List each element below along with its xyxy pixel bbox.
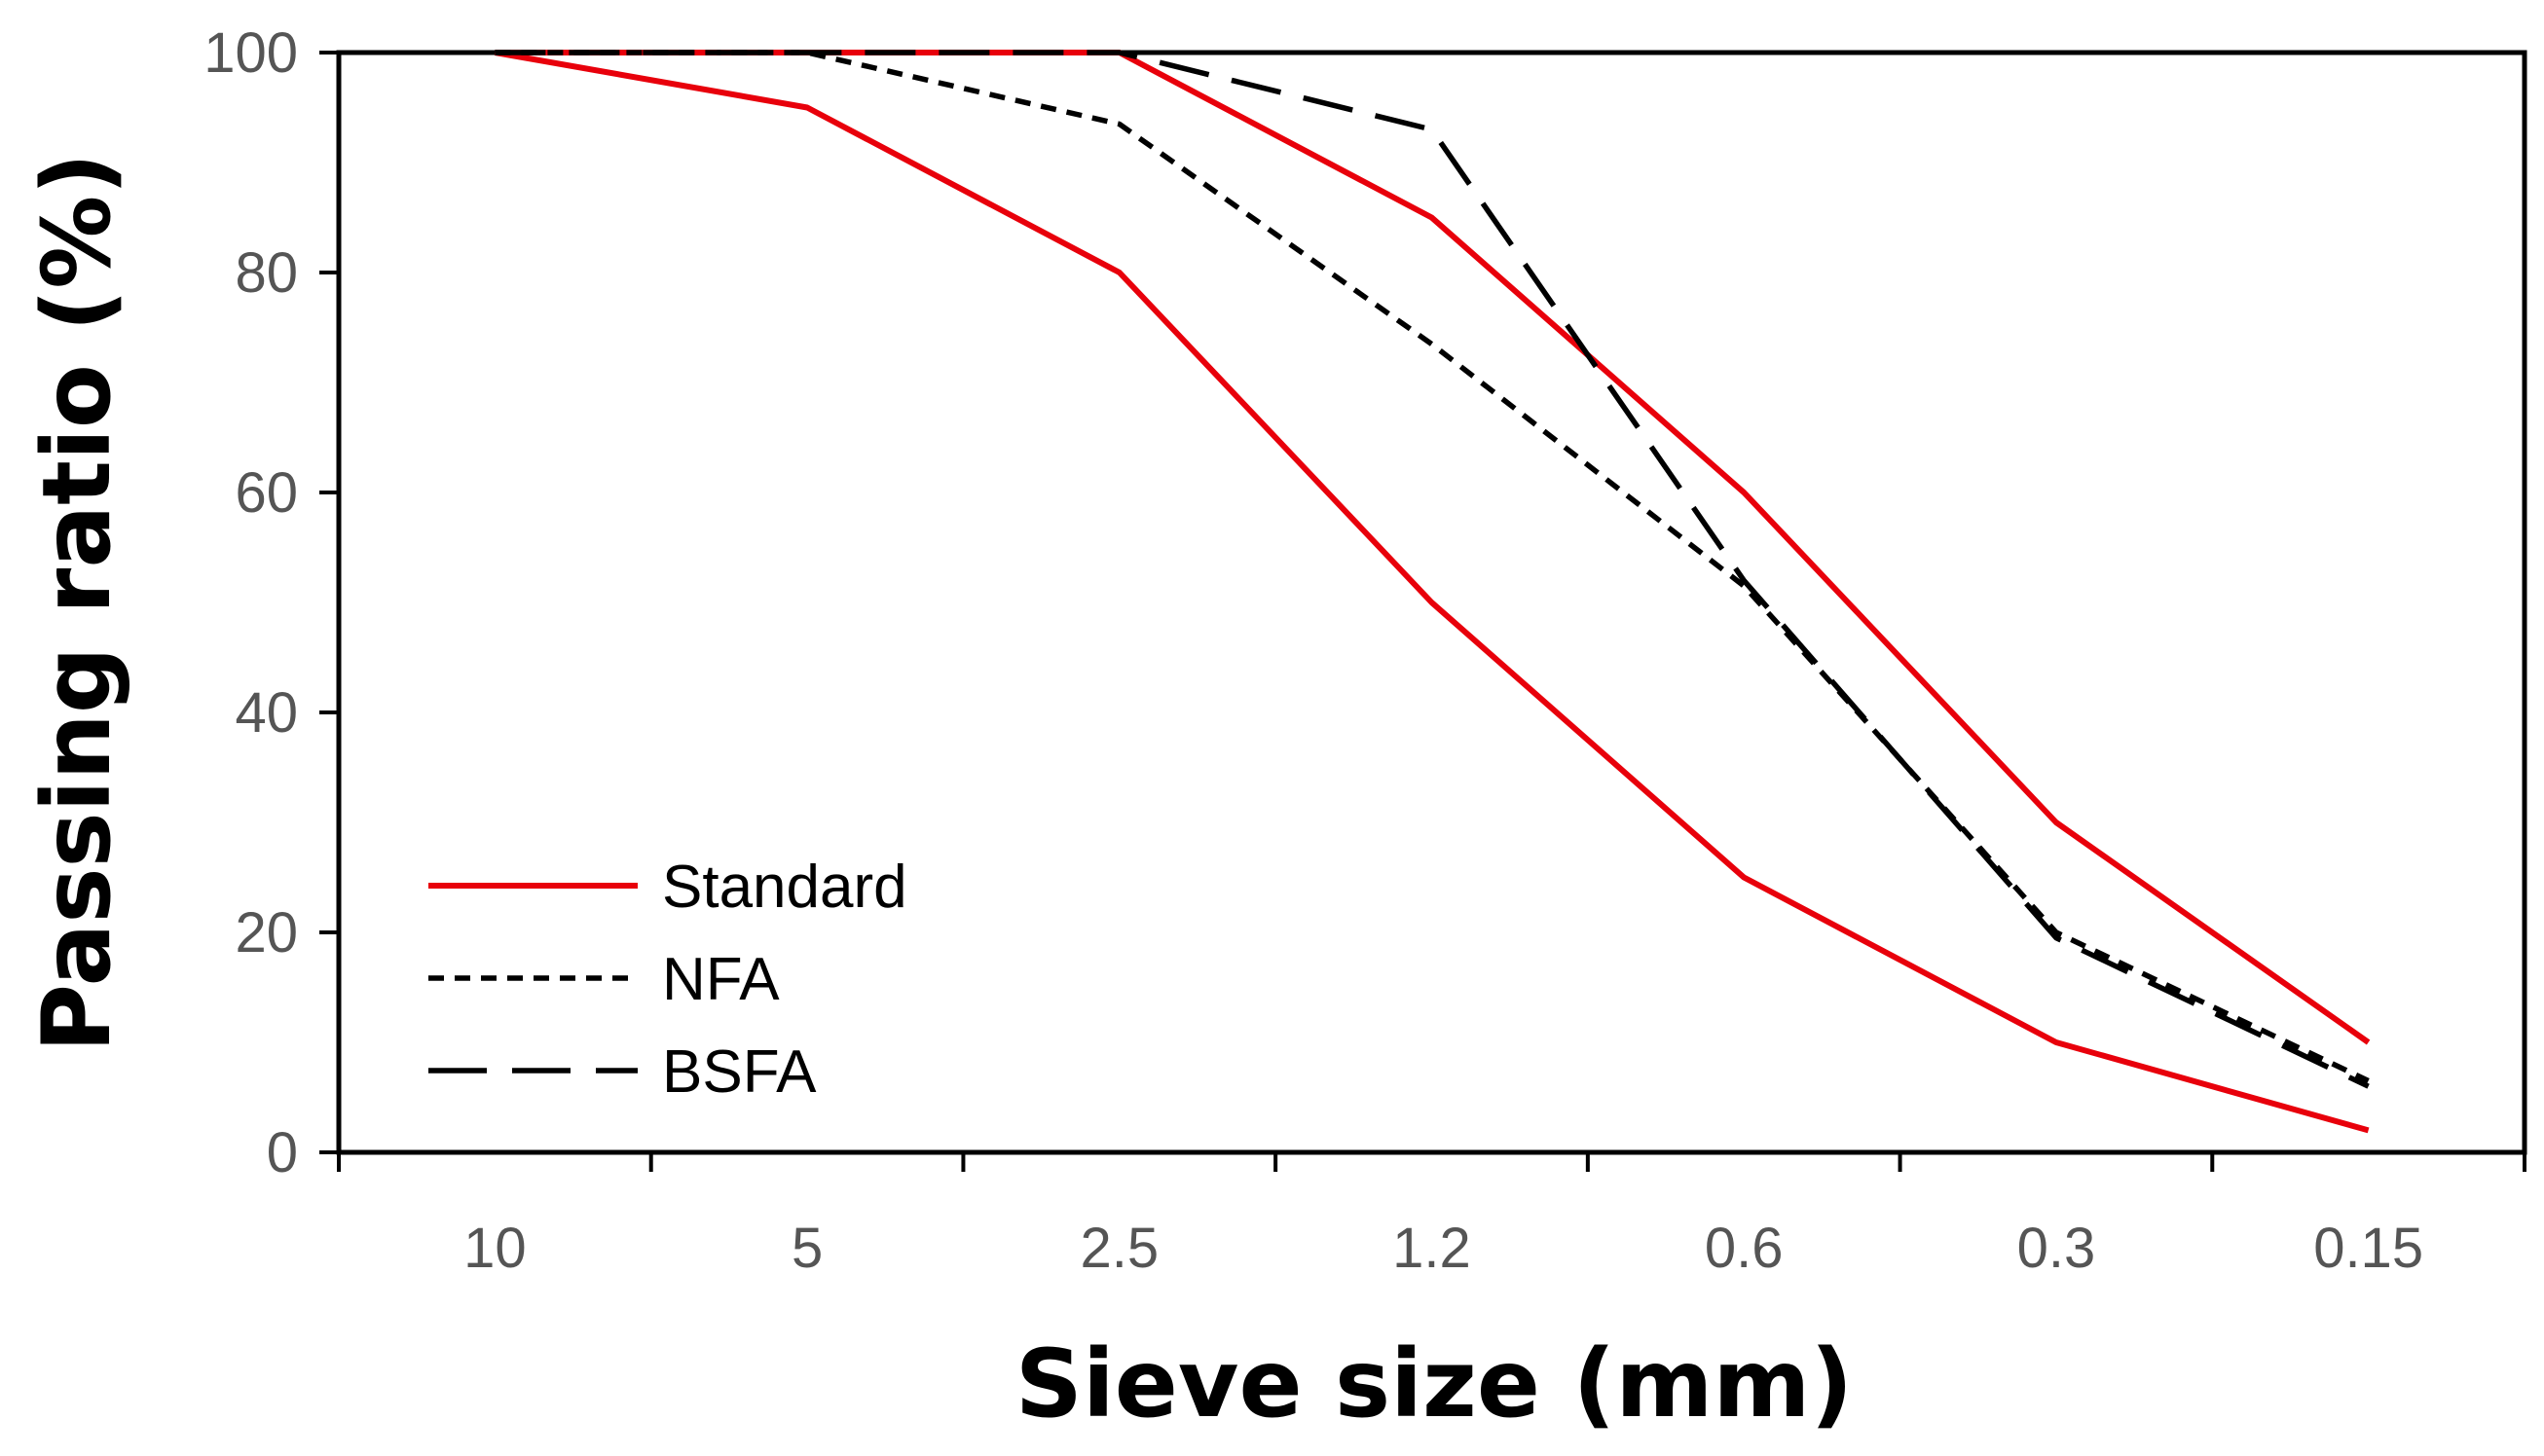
y-tick-label-0: 0	[267, 1121, 298, 1184]
x-tick-label-10: 10	[463, 1217, 527, 1280]
x-tick-label-0.6: 0.6	[1705, 1217, 1784, 1280]
y-tick-label-80: 80	[235, 241, 298, 305]
y-tick-label-40: 40	[235, 681, 298, 745]
series-layer	[494, 50, 2371, 1134]
y-tick-label-100: 100	[203, 21, 298, 85]
y-tick-label-60: 60	[235, 461, 298, 525]
legend-label-standard: Standard	[662, 854, 907, 921]
y-tick-label-20: 20	[235, 901, 298, 965]
x-tick-label-0.3: 0.3	[2017, 1217, 2096, 1280]
x-tick-label-5: 5	[792, 1217, 823, 1280]
plot-area-frame	[336, 50, 2527, 1155]
x-tick-label-0.15: 0.15	[2313, 1217, 2423, 1280]
x-axis-title: Sieve size (mm)	[1015, 1329, 1854, 1438]
series-line-nfa-2	[495, 50, 2370, 1083]
tick-layer: 10 5 2.5 1.2 0.6 0.3 0.15 0 20 40 60 80 100	[203, 21, 2526, 1280]
x-tick-label-2.5: 2.5	[1080, 1217, 1159, 1280]
y-axis-title: Passing ratio (%)	[22, 153, 131, 1052]
legend-label-bsfa: BSFA	[662, 1038, 817, 1106]
series-line-standard-1	[494, 50, 2370, 1134]
legend-label-nfa: NFA	[662, 946, 780, 1013]
legend: Standard NFA BSFA	[428, 854, 907, 1106]
x-tick-label-1.2: 1.2	[1392, 1217, 1471, 1280]
series-line-bsfa-3	[495, 50, 2370, 1089]
